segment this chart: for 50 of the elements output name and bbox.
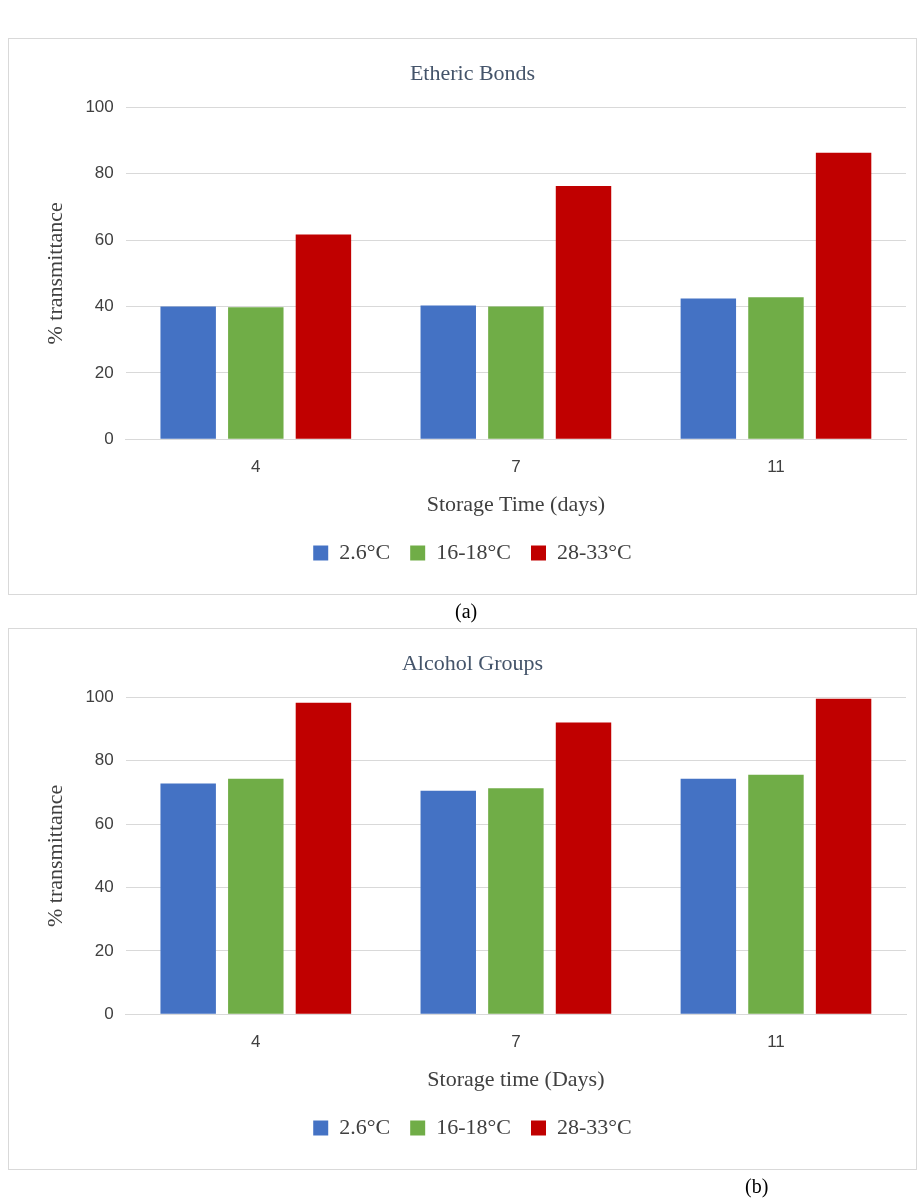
legend-label: 28-33°C xyxy=(556,538,632,564)
y-tick-label: 40 xyxy=(94,296,114,316)
y-axis-title: % transmittance xyxy=(41,784,67,927)
bar xyxy=(680,778,737,1014)
y-axis-title: % transmittance xyxy=(41,202,67,345)
y-tick-label: 20 xyxy=(94,940,114,960)
bar xyxy=(488,788,544,1014)
bar xyxy=(295,234,352,439)
chart-title: Etheric Bonds xyxy=(409,59,536,85)
bar xyxy=(420,790,476,1014)
legend-label: 28-33°C xyxy=(556,1113,632,1139)
x-tick-label: 7 xyxy=(511,1032,521,1052)
text: (b) xyxy=(745,1175,769,1198)
bar xyxy=(748,774,804,1014)
chart-title: Alcohol Groups xyxy=(401,649,544,675)
bar xyxy=(488,306,544,439)
legend-label: 16-18°C xyxy=(436,538,511,564)
y-tick-label: 100 xyxy=(85,687,114,707)
y-tick-label: 0 xyxy=(104,1003,114,1023)
bar xyxy=(160,783,216,1014)
bar xyxy=(228,307,284,439)
y-tick-label: 0 xyxy=(104,428,114,448)
bar xyxy=(555,722,612,1014)
y-tick-label: 80 xyxy=(94,750,114,770)
x-tick-label: 4 xyxy=(251,457,261,477)
bar xyxy=(815,152,872,439)
y-tick-label: 100 xyxy=(85,97,114,117)
y-tick-label: 60 xyxy=(94,813,114,833)
x-tick-label: 11 xyxy=(767,1032,785,1052)
legend-label: 2.6°C xyxy=(339,1113,391,1139)
legend-label: 16-18°C xyxy=(436,1113,511,1139)
bar xyxy=(228,778,284,1014)
x-tick-label: 4 xyxy=(251,1032,261,1052)
y-tick-label: 40 xyxy=(94,877,114,897)
x-tick-label: 7 xyxy=(511,457,521,477)
text: (a) xyxy=(455,600,478,623)
bar xyxy=(815,698,872,1014)
bar xyxy=(295,702,352,1014)
bar xyxy=(680,298,737,439)
y-tick-label: 60 xyxy=(94,229,114,249)
x-tick-label: 11 xyxy=(767,457,785,477)
bar xyxy=(555,186,612,439)
y-tick-label: 20 xyxy=(94,362,114,382)
legend-label: 2.6°C xyxy=(339,538,391,564)
x-axis-title: Storage time (Days) xyxy=(427,1065,605,1091)
y-tick-label: 80 xyxy=(94,163,114,183)
x-axis-title: Storage Time (days) xyxy=(426,490,606,516)
bar xyxy=(160,306,216,439)
bar xyxy=(420,305,476,439)
bar xyxy=(748,297,804,439)
